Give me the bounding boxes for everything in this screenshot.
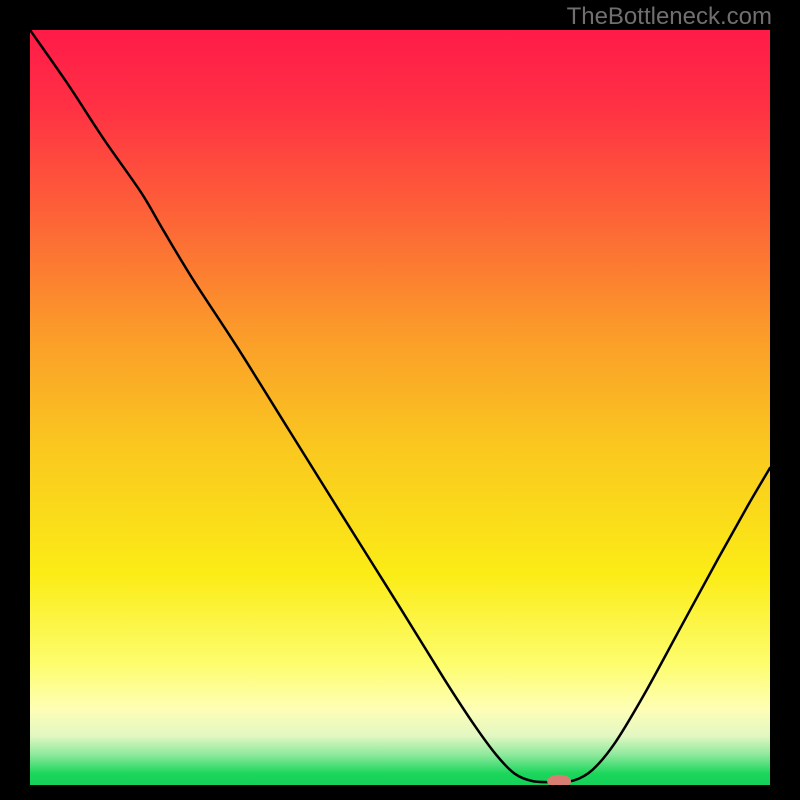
optimal-point-marker xyxy=(547,775,571,785)
watermark-text: TheBottleneck.com xyxy=(567,3,772,31)
plot-area xyxy=(30,30,770,785)
bottleneck-curve xyxy=(30,30,770,782)
curve-layer xyxy=(30,30,770,785)
chart-outer-frame: TheBottleneck.com xyxy=(0,0,800,800)
